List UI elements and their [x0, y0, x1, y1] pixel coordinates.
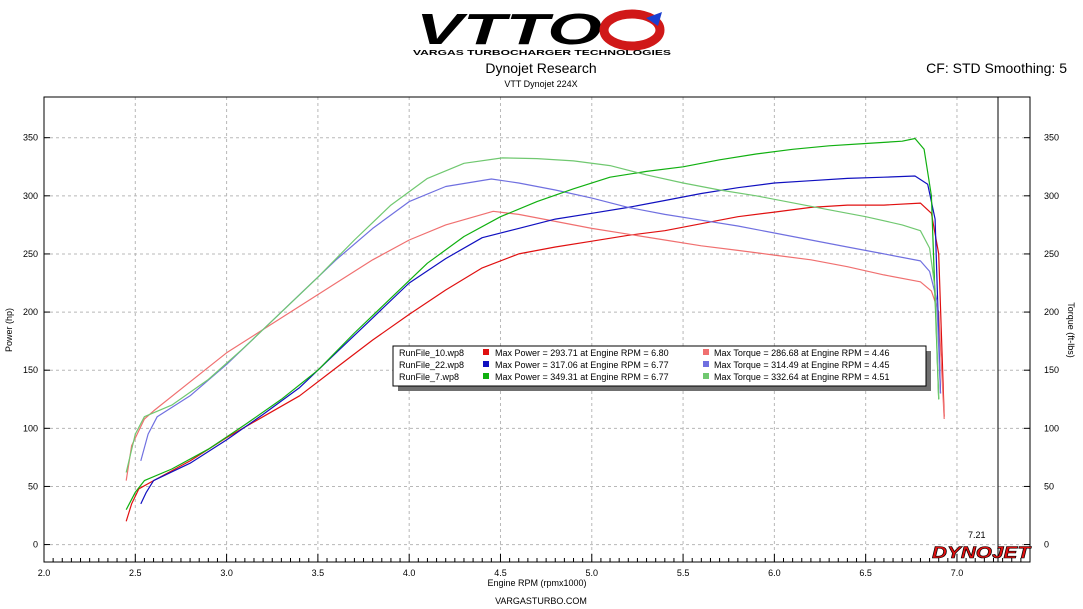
x-tick-label: 6.0: [768, 568, 781, 578]
y-tick-label: 200: [23, 307, 38, 317]
y-tick-label: 150: [23, 365, 38, 375]
x-tick-label: 4.5: [494, 568, 507, 578]
y2-tick-label: 200: [1044, 307, 1059, 317]
y-tick-label: 0: [33, 540, 38, 550]
correction-smoothing-settings: CF: STD Smoothing: 5: [926, 60, 1067, 76]
x-tick-label: 4.0: [403, 568, 416, 578]
cursor-value-label: 7.21: [968, 530, 986, 540]
y-tick-label: 300: [23, 191, 38, 201]
x-tick-label: 7.0: [951, 568, 964, 578]
legend-file-name: RunFile_10.wp8: [399, 348, 464, 358]
legend-torque-swatch: [703, 361, 709, 367]
chart-subtitle: VTT Dynojet 224X: [504, 79, 578, 89]
axis-ticks: 2.0 2.5 3.0 3.5 4.0 4.5 5.0 5.5 6.0 6.5 7.0 0 0 50 50 1…: [23, 133, 1059, 578]
x-tick-label: 2.5: [129, 568, 142, 578]
legend-box: [392, 345, 927, 387]
y2-tick-label: 300: [1044, 191, 1059, 201]
legend: RunFile_10.wp8 Max Power = 293.71 at Engi…: [392, 345, 931, 391]
legend-max-torque: Max Torque = 332.64 at Engine RPM = 4.51: [714, 372, 889, 382]
y-tick-label: 100: [23, 423, 38, 433]
y2-tick-label: 100: [1044, 423, 1059, 433]
series-line-runfile-22-wp8-power: [140, 175, 942, 505]
vtt-logo: VTTO VARGAS TURBOCHARGER TECHNOLOGIES: [410, 5, 675, 58]
logo-letters: VTTO: [416, 8, 602, 54]
legend-file-name: RunFile_22.wp8: [399, 360, 464, 370]
grid-lines: [43, 97, 1030, 562]
x-tick-label: 3.5: [312, 568, 325, 578]
logo-arrow-icon: [646, 12, 662, 26]
legend-max-power: Max Power = 317.06 at Engine RPM = 6.77: [495, 360, 669, 370]
logo-ring-icon: [599, 9, 665, 51]
legend-power-swatch: [483, 361, 489, 367]
plot-frame: [43, 96, 1031, 563]
y2-tick-label: 350: [1044, 133, 1059, 143]
y2-tick-label: 0: [1044, 540, 1049, 550]
series-lines: [125, 137, 945, 522]
series-line-runfile-7-wp8-torque: [125, 157, 940, 473]
x-tick-label: 5.0: [586, 568, 599, 578]
legend-power-swatch: [483, 349, 489, 355]
y-axis-label: Power (hp): [4, 308, 14, 352]
x-axis-label: Engine RPM (rpmx1000): [487, 578, 586, 588]
y2-tick-label: 50: [1044, 481, 1054, 491]
y2-axis-label: Torque (ft-lbs): [1066, 302, 1076, 358]
y-tick-label: 50: [28, 481, 38, 491]
legend-max-torque: Max Torque = 314.49 at Engine RPM = 4.45: [714, 360, 889, 370]
y2-tick-label: 150: [1044, 365, 1059, 375]
legend-max-power: Max Power = 293.71 at Engine RPM = 6.80: [495, 348, 669, 358]
series-line-runfile-7-wp8-power: [125, 137, 940, 510]
footer-website: VARGASTURBO.COM: [495, 596, 587, 606]
logo-tagline: VARGAS TURBOCHARGER TECHNOLOGIES: [413, 48, 671, 57]
legend-max-power: Max Power = 349.31 at Engine RPM = 6.77: [495, 372, 669, 382]
legend-file-name: RunFile_7.wp8: [399, 372, 459, 382]
legend-max-torque: Max Torque = 286.68 at Engine RPM = 4.46: [714, 348, 889, 358]
chart-title: Dynojet Research: [485, 60, 597, 76]
y2-tick-label: 250: [1044, 249, 1059, 259]
dynojet-brand-logo: DYNOJET: [932, 543, 1032, 562]
y-tick-label: 250: [23, 249, 38, 259]
legend-torque-swatch: [703, 373, 709, 379]
x-tick-label: 3.0: [220, 568, 233, 578]
x-tick-label: 6.5: [859, 568, 872, 578]
x-tick-label: 2.0: [38, 568, 51, 578]
series-line-runfile-10-wp8-torque: [125, 210, 945, 481]
y-tick-label: 350: [23, 133, 38, 143]
legend-power-swatch: [483, 373, 489, 379]
x-tick-label: 5.5: [677, 568, 690, 578]
legend-torque-swatch: [703, 349, 709, 355]
